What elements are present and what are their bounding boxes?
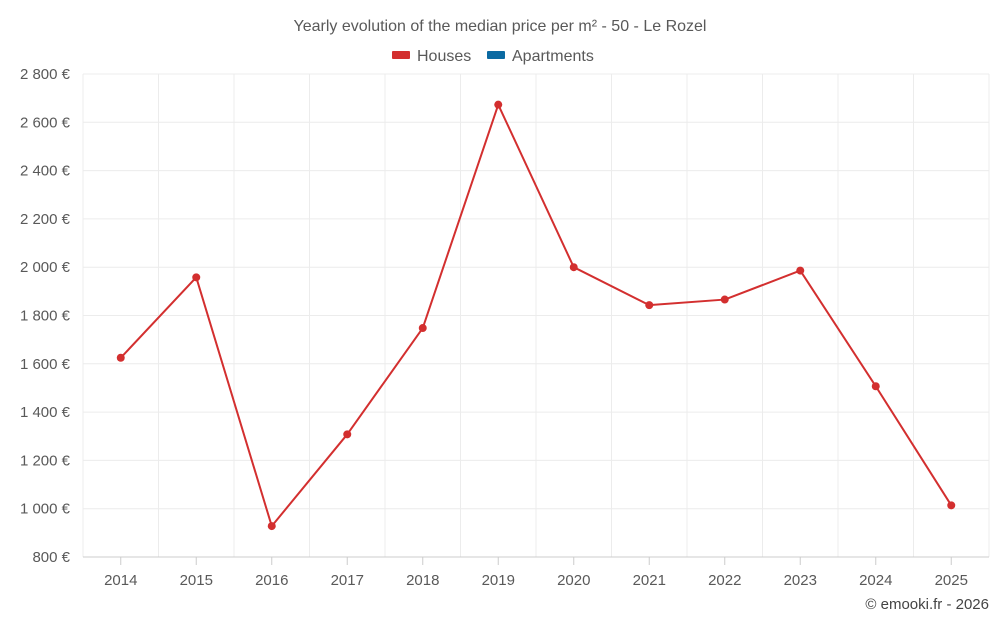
data-point-houses[interactable] xyxy=(947,501,956,510)
y-tick-label: 2 600 € xyxy=(20,114,71,131)
y-tick-label: 2 000 € xyxy=(20,259,71,276)
data-point-houses[interactable] xyxy=(494,100,503,109)
x-tick-label: 2016 xyxy=(255,572,288,589)
data-point-houses[interactable] xyxy=(796,266,805,275)
y-tick-label: 1 800 € xyxy=(20,308,71,325)
legend-swatch-houses xyxy=(392,51,410,59)
data-point-houses[interactable] xyxy=(418,324,427,333)
x-tick-label: 2021 xyxy=(633,572,666,589)
series-line-houses xyxy=(120,103,953,528)
y-tick-label: 1 600 € xyxy=(20,356,71,373)
legend: Houses Apartments xyxy=(392,48,594,65)
y-tick-label: 1 000 € xyxy=(20,501,71,518)
data-point-houses[interactable] xyxy=(645,301,654,310)
legend-item-apartments[interactable]: Apartments xyxy=(487,48,594,65)
data-point-houses[interactable] xyxy=(116,353,125,362)
x-tick-label: 2019 xyxy=(482,572,515,589)
y-tick-label: 2 800 € xyxy=(20,66,71,83)
x-tick-label: 2023 xyxy=(784,572,817,589)
series xyxy=(116,100,956,531)
legend-label-apartments: Apartments xyxy=(512,48,594,65)
y-axis-ticks: 2 800 € 2 600 € 2 400 € 2 200 € 2 000 € 1 800… xyxy=(20,66,71,566)
data-point-houses[interactable] xyxy=(569,263,578,272)
x-tick-label: 2025 xyxy=(935,572,968,589)
data-point-houses[interactable] xyxy=(343,430,352,439)
data-point-houses[interactable] xyxy=(192,273,201,282)
legend-swatch-apartments xyxy=(487,51,505,59)
chart-title: Yearly evolution of the median price per… xyxy=(294,18,707,35)
y-tick-label: 1 400 € xyxy=(20,404,71,421)
x-tick-label: 2024 xyxy=(859,572,892,589)
data-point-houses[interactable] xyxy=(871,382,880,391)
grid xyxy=(82,73,990,557)
x-tick-label: 2020 xyxy=(557,572,590,589)
x-axis-ticks: 2014 2015 2016 2017 2018 2019 2020 2021 2022 2023… xyxy=(104,557,968,589)
legend-item-houses[interactable]: Houses xyxy=(392,48,471,65)
y-tick-label: 2 200 € xyxy=(20,211,71,228)
y-tick-label: 800 € xyxy=(32,549,70,566)
data-point-houses[interactable] xyxy=(720,295,729,304)
credit-text: © emooki.fr - 2026 xyxy=(865,596,989,613)
x-tick-label: 2022 xyxy=(708,572,741,589)
x-tick-label: 2015 xyxy=(180,572,213,589)
x-tick-label: 2014 xyxy=(104,572,137,589)
y-tick-label: 2 400 € xyxy=(20,163,71,180)
data-point-houses[interactable] xyxy=(267,522,276,531)
y-tick-label: 1 200 € xyxy=(20,452,71,469)
x-tick-label: 2017 xyxy=(331,572,364,589)
x-tick-label: 2018 xyxy=(406,572,439,589)
legend-label-houses: Houses xyxy=(417,48,471,65)
